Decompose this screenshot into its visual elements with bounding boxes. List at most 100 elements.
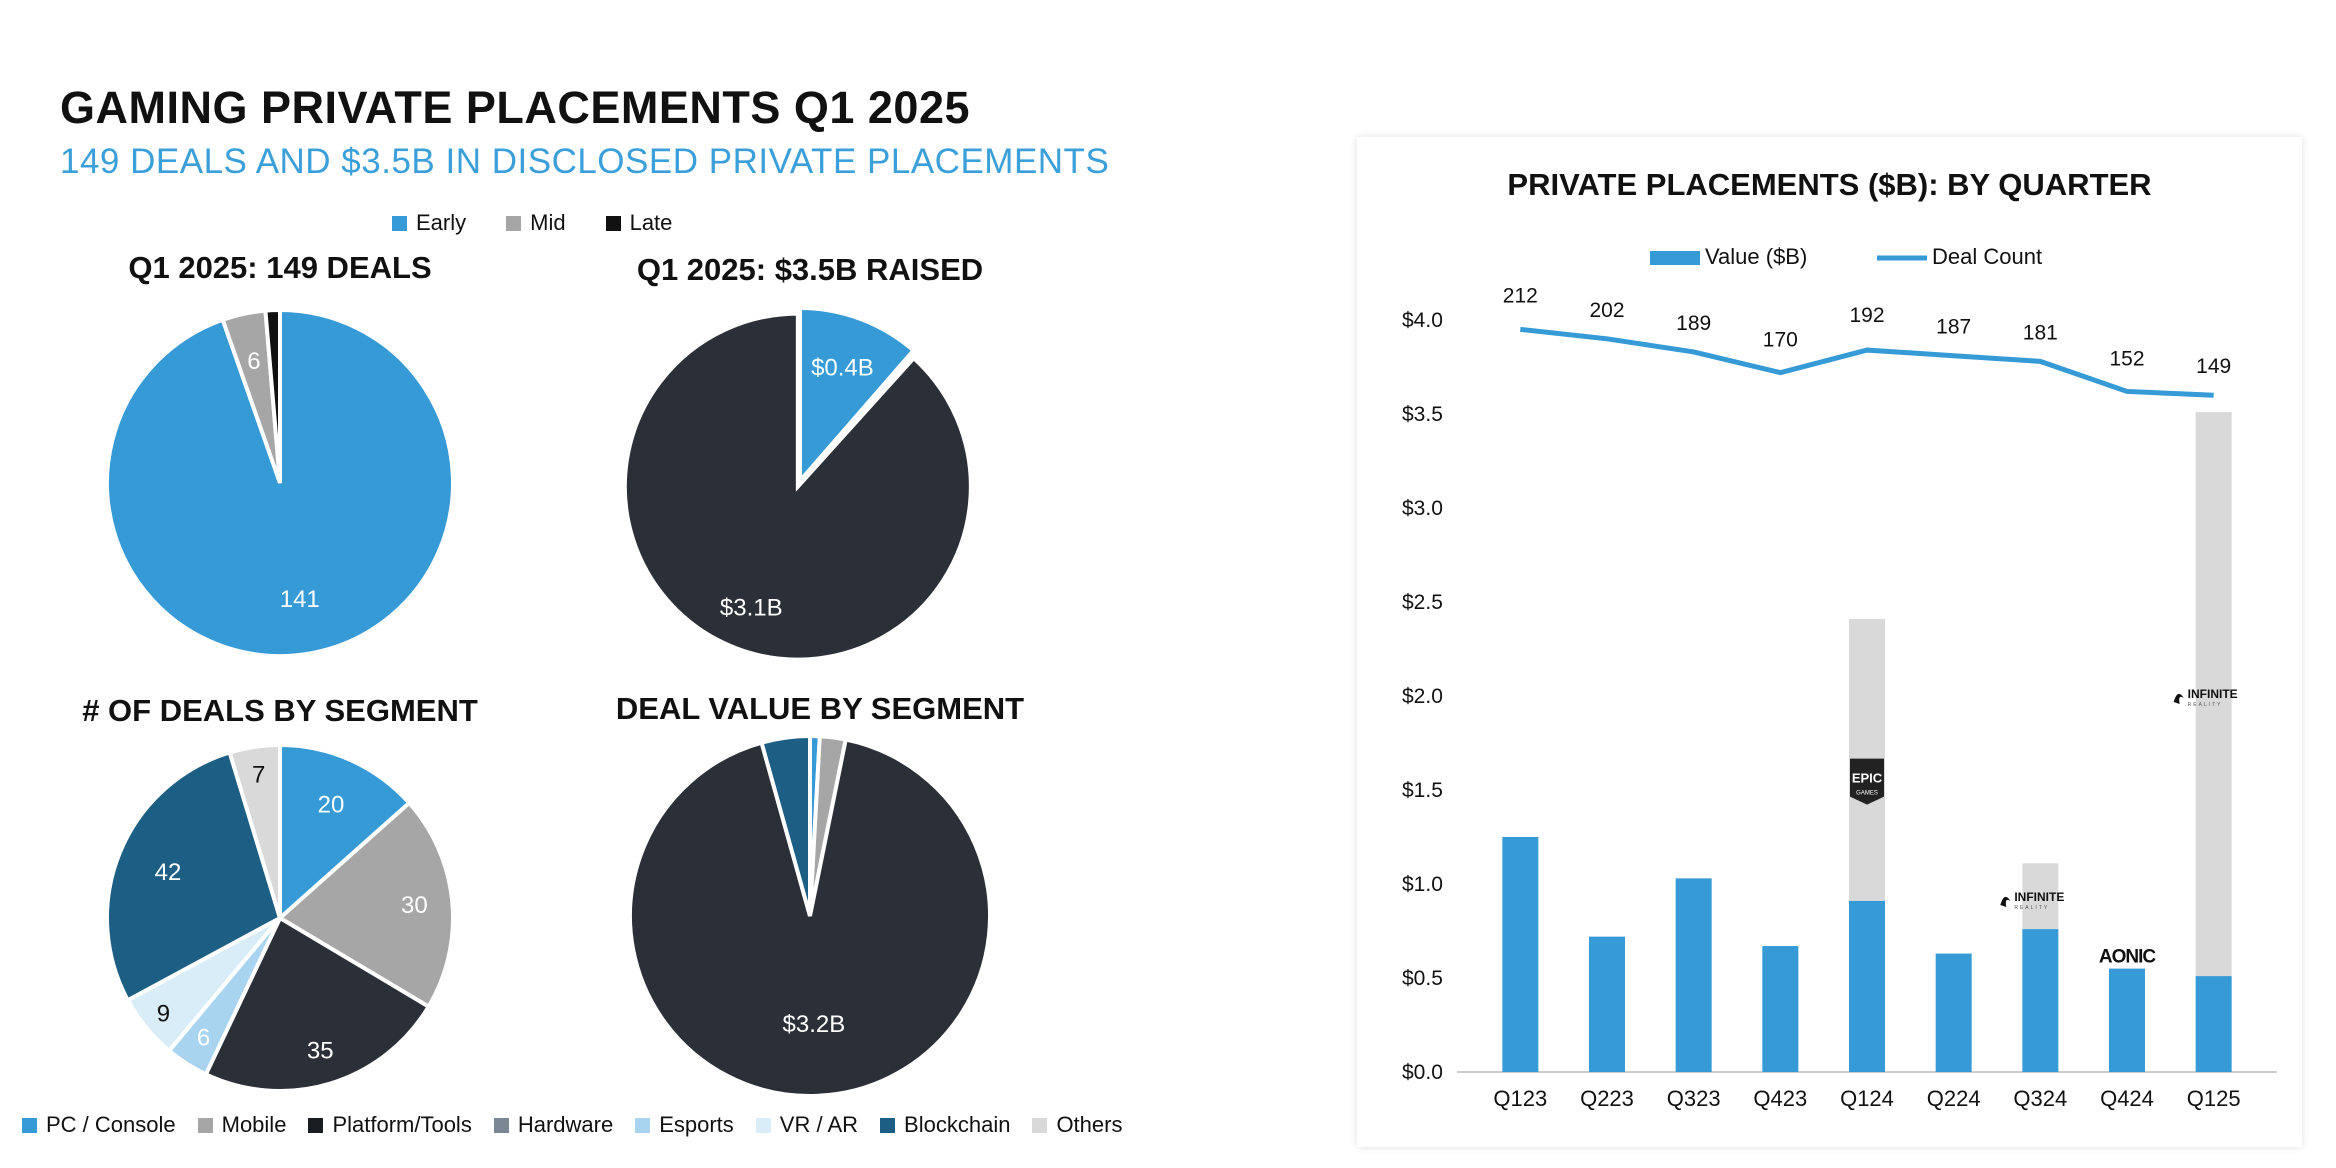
legend-item-mid: Mid	[506, 210, 566, 236]
legend-item-blockchain: Blockchain	[880, 1112, 1010, 1138]
pie-data-label: 6	[247, 348, 260, 375]
y-tick-label: $1.5	[1402, 779, 1443, 802]
svg-text:EPIC: EPIC	[1852, 771, 1883, 786]
x-tick-label: Q125	[2187, 1086, 2241, 1111]
legend-item-pc-console: PC / Console	[22, 1112, 176, 1138]
bar-value	[2022, 929, 2059, 1072]
svg-text:GAMES: GAMES	[1856, 791, 1878, 797]
pie-data-label: 35	[307, 1037, 334, 1064]
legend-swatch	[493, 1117, 509, 1133]
legend-item-late: Late	[605, 210, 673, 236]
stage-legend: Early Mid Late	[392, 210, 712, 236]
legend-swatch	[392, 215, 407, 231]
pie-chart-value-by-stage: $0.4B $3.1B	[622, 305, 973, 662]
pie-slice-late	[622, 311, 973, 662]
svg-text:REALITY: REALITY	[2014, 905, 2049, 911]
legend-item-mobile: Mobile	[197, 1112, 287, 1138]
chart-title-deals-by-segment: # OF DEALS BY SEGMENT	[82, 693, 478, 728]
chart-title-deals-by-stage: Q1 2025: 149 DEALS	[128, 250, 432, 285]
legend-item-vr-ar: VR / AR	[755, 1112, 859, 1138]
pie-slice-early	[798, 305, 917, 487]
pie-data-label: 42	[155, 859, 182, 886]
bar-value	[1935, 953, 1972, 1072]
deal-count-label: 202	[1589, 299, 1624, 322]
svg-text:INFINITE: INFINITE	[2014, 890, 2064, 904]
chart-title-value-by-stage: Q1 2025: $3.5B RAISED	[636, 252, 984, 287]
legend-label-value: Value ($B)	[1705, 244, 1807, 269]
x-tick-label: Q223	[1580, 1086, 1634, 1111]
aonic-logo: AONIC	[2099, 947, 2157, 968]
legend-item-others: Others	[1032, 1112, 1122, 1138]
legend-swatch	[197, 1117, 213, 1133]
x-tick-label: Q123	[1493, 1086, 1547, 1111]
legend-swatch	[635, 1117, 651, 1133]
x-tick-label: Q423	[1753, 1086, 1807, 1111]
y-tick-label: $2.5	[1402, 591, 1443, 614]
svg-text:INFINITE: INFINITE	[2188, 687, 2238, 701]
legend-label: Early	[416, 210, 467, 235]
pie-data-label: 7	[252, 761, 265, 788]
legend-item-platform-tools: Platform/Tools	[308, 1112, 472, 1138]
pie-slice-pc-console	[278, 742, 413, 923]
svg-text:REALITY: REALITY	[2188, 702, 2223, 708]
legend-swatch	[880, 1117, 896, 1133]
legend-label: Late	[629, 210, 673, 235]
pie-data-label: 6	[197, 1024, 210, 1051]
pie-data-label: 30	[401, 892, 428, 919]
page-title: GAMING PRIVATE PLACEMENTS Q1 2025	[60, 82, 970, 133]
x-tick-label: Q324	[2013, 1086, 2067, 1111]
chart-title-by-quarter: PRIVATE PLACEMENTS ($B): BY QUARTER	[1507, 167, 2152, 202]
bar-large-deal	[2195, 412, 2232, 977]
legend-swatch	[605, 215, 621, 231]
legend-item-hardware: Hardware	[493, 1112, 614, 1138]
legend-label-deal-count: Deal Count	[1932, 244, 2042, 269]
x-tick-label: Q323	[1667, 1086, 1721, 1111]
legend-swatch-value	[1650, 251, 1700, 265]
legend-item-early: Early	[392, 210, 466, 236]
pie-chart-deals-by-segment: 20 30 35 69 42 7	[105, 742, 455, 1093]
legend-label: Platform/Tools	[332, 1112, 472, 1137]
legend-swatch	[755, 1117, 771, 1133]
epic-games-logo: EPIC GAMES	[1850, 758, 1884, 805]
deal-count-label: 152	[2109, 347, 2144, 370]
quarter-chart-panel: PRIVATE PLACEMENTS ($B): BY QUARTER Valu…	[1357, 137, 2302, 1147]
legend-label: Mobile	[221, 1112, 287, 1137]
pie-slice-mid	[798, 347, 919, 483]
y-tick-label: $0.0	[1402, 1061, 1443, 1084]
legend-label: Blockchain	[904, 1112, 1011, 1137]
y-tick-label: $2.0	[1402, 685, 1443, 708]
y-tick-label: $3.0	[1402, 497, 1443, 520]
bar-value	[1502, 837, 1539, 1072]
y-tick-label: $0.5	[1402, 967, 1443, 990]
x-tick-label: Q224	[1927, 1086, 1981, 1111]
deal-count-line	[1520, 326, 2214, 398]
pie-slice-others	[227, 742, 282, 919]
pie-chart-deals-by-stage: 141 6	[105, 307, 455, 658]
pie-slice-platform-tools	[628, 737, 992, 1098]
bar-large-deal	[2022, 863, 2059, 930]
x-tick-label: Q424	[2100, 1086, 2154, 1111]
pie-data-label: $3.2B	[783, 1011, 846, 1038]
y-tick-label: $4.0	[1402, 309, 1443, 332]
chart-title-value-by-segment: DEAL VALUE BY SEGMENT	[615, 691, 1025, 726]
pie-chart-value-by-segment: $3.2B	[628, 733, 992, 1098]
legend-label: Mid	[530, 210, 566, 235]
legend-label: Esports	[659, 1112, 734, 1137]
deal-count-label: 187	[1936, 316, 1971, 339]
pie-slice-blockchain	[105, 749, 283, 1003]
bar-value	[1675, 878, 1712, 1072]
legend-label: VR / AR	[779, 1112, 859, 1137]
legend-item-esports: Esports	[635, 1112, 734, 1138]
bar-value	[1849, 900, 1885, 1072]
deal-count-label: 212	[1503, 284, 1538, 307]
legend-label: Others	[1056, 1112, 1123, 1137]
bar-value	[1589, 936, 1625, 1072]
pie-data-label: $3.1B	[720, 595, 783, 622]
deal-count-label: 189	[1676, 312, 1711, 335]
bar-line-chart: Value ($B) Deal Count $0.0 $0.5 $1.0 $1.5 $2.0…	[1402, 244, 2277, 1111]
legend-label: PC / Console	[46, 1112, 176, 1137]
legend-swatch	[1032, 1117, 1048, 1133]
legend-label: Hardware	[517, 1112, 614, 1137]
pie-data-label: 20	[318, 791, 345, 818]
